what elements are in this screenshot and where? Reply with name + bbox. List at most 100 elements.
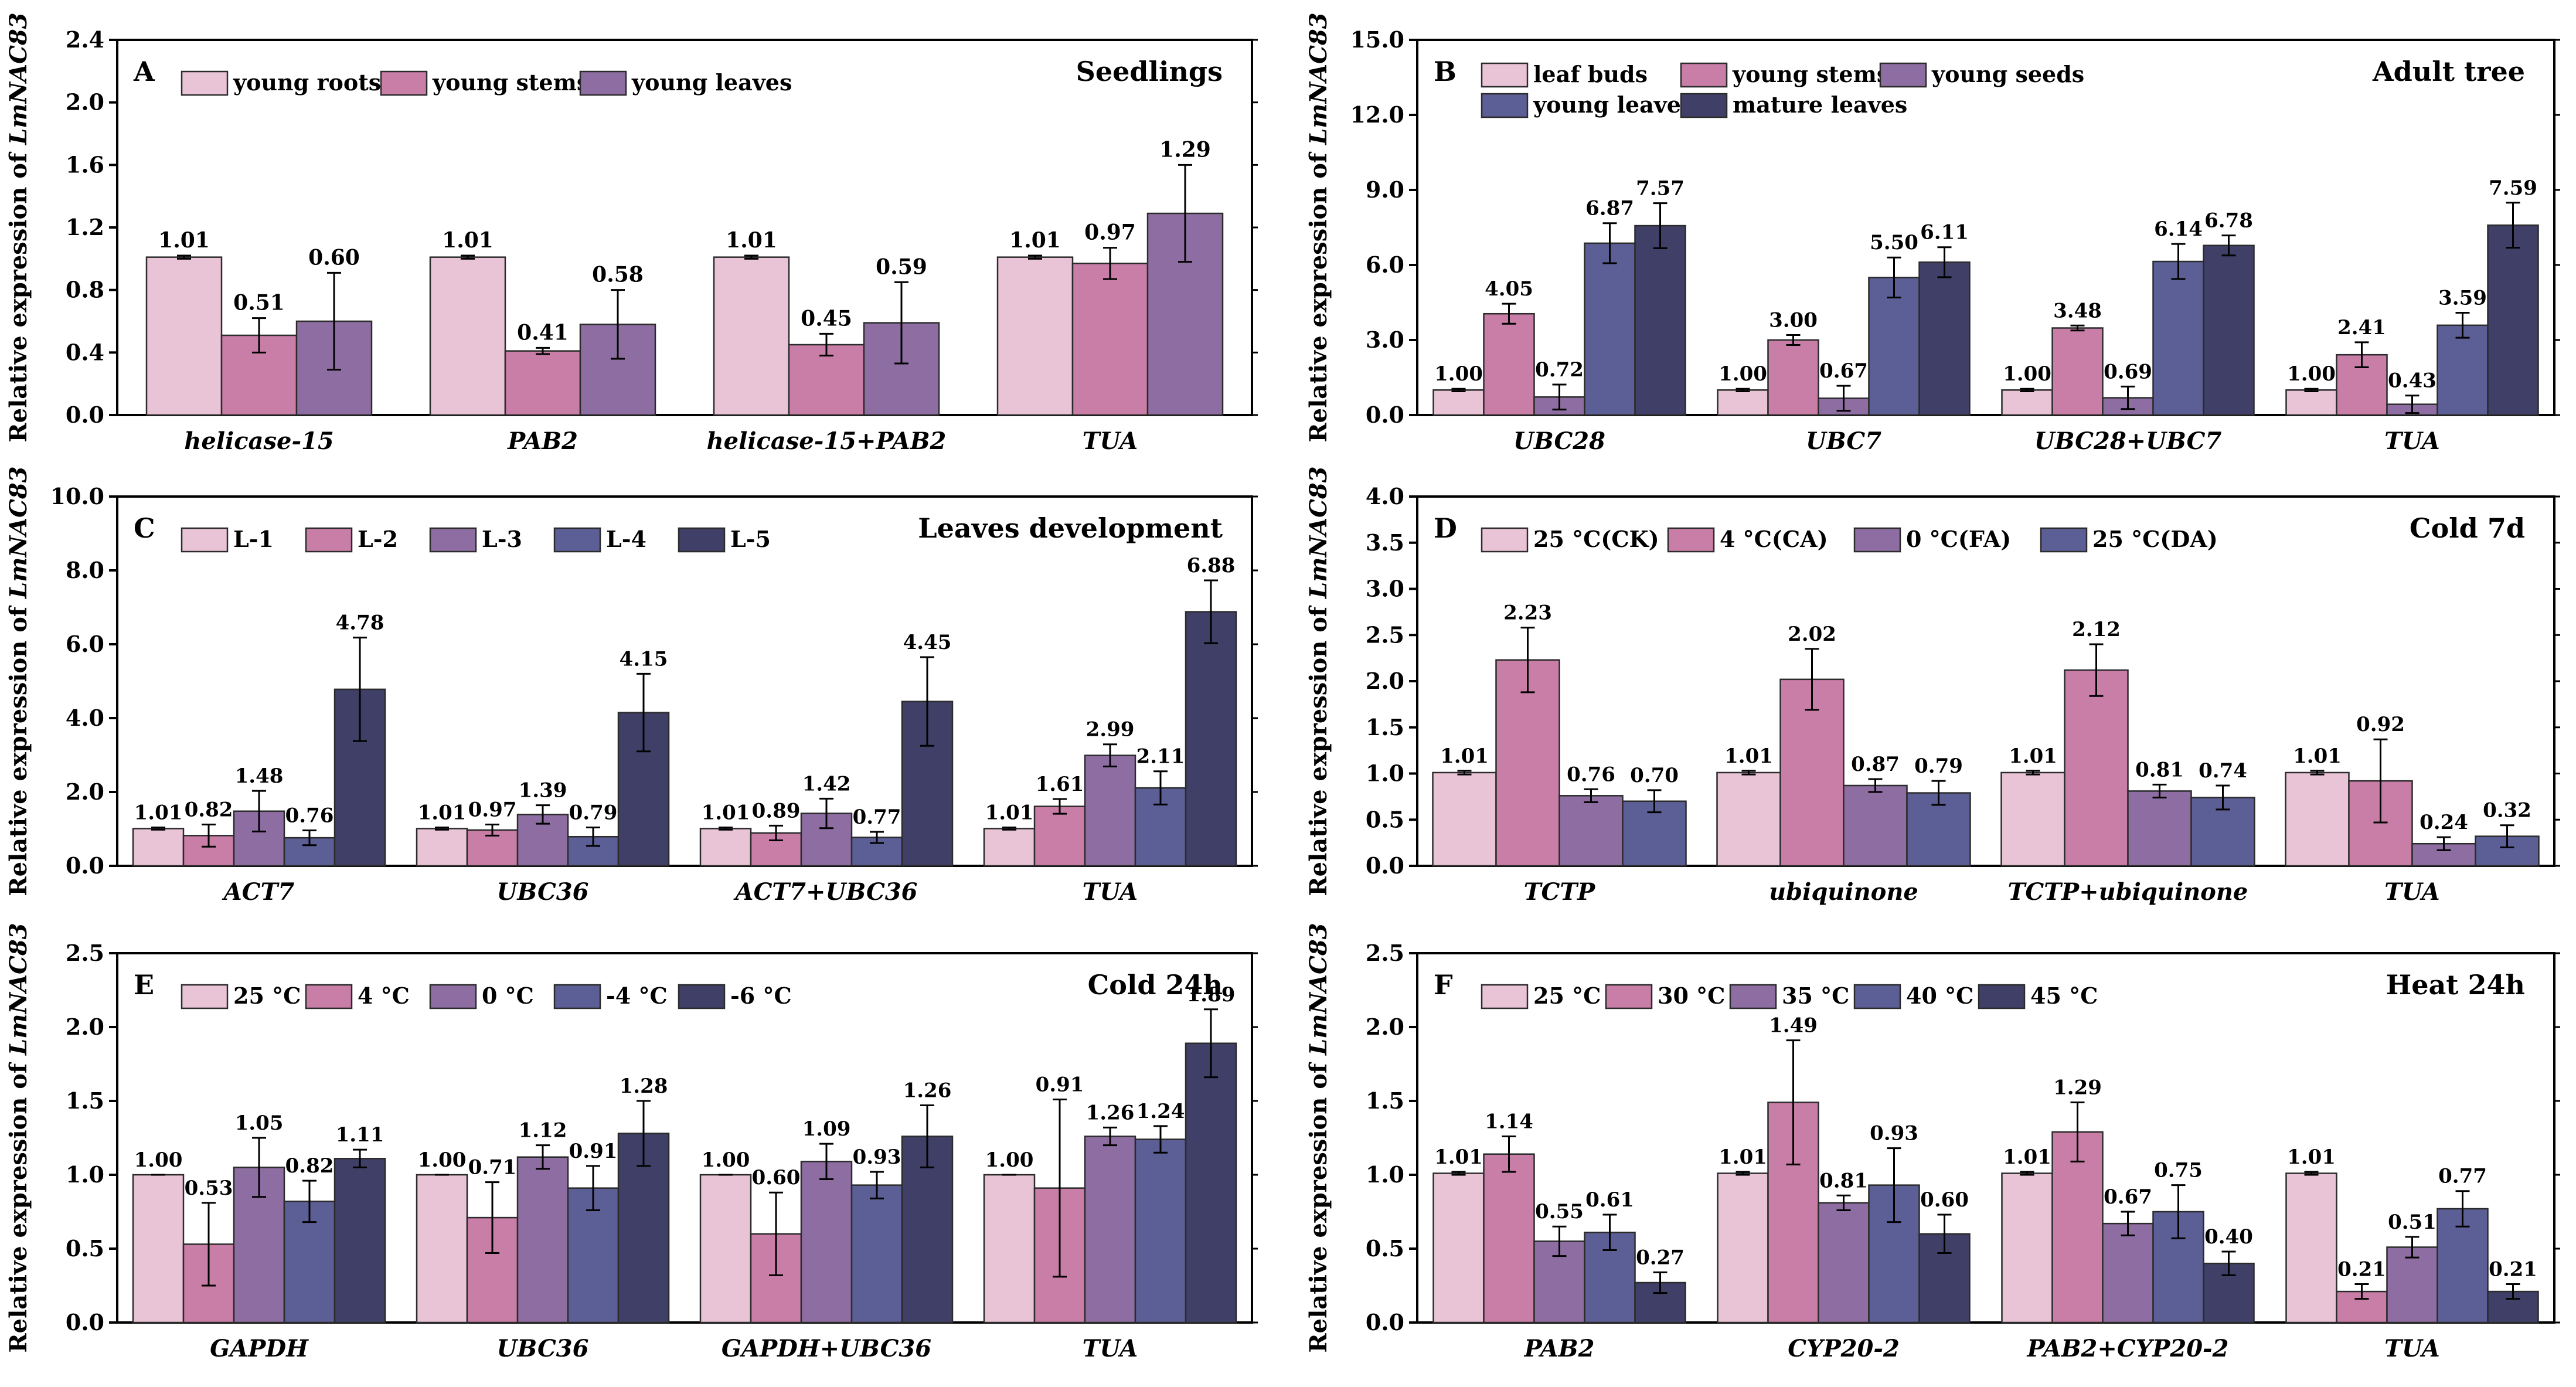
legend-label: 45 °C [2030,983,2098,1009]
y-axis-label-prefix: Relative expression of [1305,1055,1332,1353]
data-label: 0.93 [1870,1122,1918,1145]
bar [1843,784,1908,867]
bar [2285,389,2337,416]
bar [983,1174,1036,1324]
bar [1495,659,1560,867]
data-label: 1.42 [802,772,851,796]
data-label: 0.81 [2135,758,2184,781]
data-label: 6.11 [1920,221,1969,244]
y-tick-label: 1.0 [1366,1161,1404,1188]
data-label: 2.02 [1788,623,1836,646]
data-label: 4.45 [903,631,952,654]
x-tick-label: UBC7 [1806,427,1881,455]
bar [1717,389,1769,416]
data-label: 1.12 [519,1119,567,1143]
panel-e: 0.0 0.5 1.0 1.5 2.0 2.5 Relative expression of… [5,923,1258,1362]
bar [1533,1240,1585,1324]
data-label: 0.93 [853,1145,901,1169]
panel-a: 0.0 0.4 0.8 1.2 1.6 2.0 2.4 Relative expression… [5,12,1258,455]
bar [2000,771,2065,867]
y-tick-label: 2.0 [66,89,104,115]
data-label: 1.11 [336,1123,384,1147]
chart-title: Leaves development [918,512,1223,544]
legend-swatch [678,984,726,1009]
panel-c: 0.0 2.0 4.0 6.0 8.0 10.0 Relative expression o… [5,466,1258,906]
bar [699,828,752,867]
legend-swatch [181,984,229,1009]
data-label: 0.79 [569,801,618,824]
data-label: 0.79 [1914,754,1963,778]
y-axis-label-prefix: Relative expression of [5,1055,32,1353]
y-axis-label: Relative expression of LmNAC83 [5,466,32,896]
data-label: 0.81 [1819,1169,1868,1192]
bar [1818,1202,1870,1324]
y-tick-label: 0.0 [1366,1309,1404,1335]
y-axis-label: Relative expression of LmNAC83 [1305,12,1332,442]
legend-label: L-2 [358,526,398,552]
y-tick-label: 0.0 [1366,852,1404,879]
legend-label: 25 °C(DA) [2092,526,2218,552]
y-tick-label: 6.0 [66,631,104,657]
y-axis-label-gene: LmNAC83 [5,466,32,599]
data-label: 0.89 [752,799,801,822]
data-label: 7.59 [2489,176,2537,200]
data-label: 4.78 [336,611,384,635]
legend-label: 4 °C [358,983,410,1009]
bar [863,322,940,416]
x-tick-label: PAB2 [507,427,578,455]
data-label: 0.76 [285,804,334,828]
y-tick-label: 4.0 [1366,483,1404,509]
data-label: 1.14 [1485,1110,1533,1133]
data-label: 0.72 [1535,358,1584,382]
data-label: 1.01 [985,801,1034,824]
bar [132,1174,185,1324]
data-label: 1.26 [1086,1101,1135,1124]
data-label: 0.97 [468,798,517,821]
data-label: 1.01 [1009,228,1061,253]
legend-swatch [2040,527,2088,553]
panel-letter: A [133,56,155,87]
legend-label: young roots [233,69,381,96]
x-tick-label: UBC28+UBC7 [2034,427,2222,455]
data-label: 1.01 [1434,1145,1483,1169]
y-tick-label: 1.2 [66,214,104,240]
data-label: 0.21 [2337,1257,2386,1281]
legend-label: L-5 [730,526,771,552]
panel-letter: C [134,512,155,544]
legend-label: young leaves [1533,91,1693,118]
y-tick-label: 12.0 [1350,101,1404,128]
x-tick-label: CYP20-2 [1788,1335,1900,1362]
data-label: 0.45 [801,306,852,331]
data-label: 5.50 [1870,231,1918,254]
x-tick-label: TCTP+ubiquinone [2008,878,2248,906]
plot-frame [116,495,1253,867]
y-axis-label: Relative expression of LmNAC83 [5,12,32,442]
y-axis-label-gene: LmNAC83 [1305,12,1332,145]
data-label: 0.77 [853,805,901,829]
y-tick-label: 15.0 [1350,26,1404,53]
data-label: 0.41 [517,320,569,345]
legend-swatch [1667,527,1715,553]
bar [1185,1042,1237,1324]
legend: young roots young stems young leaves [181,69,792,96]
y-tick-label: 4.0 [66,705,104,731]
y-tick-label: 2.5 [66,940,104,966]
y-tick-label: 0.0 [1366,402,1404,428]
legend-swatch [1605,984,1653,1009]
bar [416,1174,468,1324]
data-label: 0.71 [468,1156,517,1179]
bar [996,256,1074,416]
y-tick-label: 0.4 [66,339,104,365]
legend-swatch [1481,93,1529,118]
bar [2285,771,2350,867]
chart-title: Cold 24h [1088,969,1223,1001]
y-tick-label: 0.0 [66,402,104,428]
legend-label: leaf buds [1533,61,1648,87]
data-label: 1.01 [1719,1145,1767,1169]
x-tick-label: TCTP [1524,878,1596,906]
y-tick-label: 1.0 [66,1161,104,1188]
data-label: 1.00 [985,1148,1034,1172]
bar [516,1156,569,1324]
data-label: 2.11 [1136,745,1185,769]
data-label: 0.21 [2489,1257,2537,1281]
